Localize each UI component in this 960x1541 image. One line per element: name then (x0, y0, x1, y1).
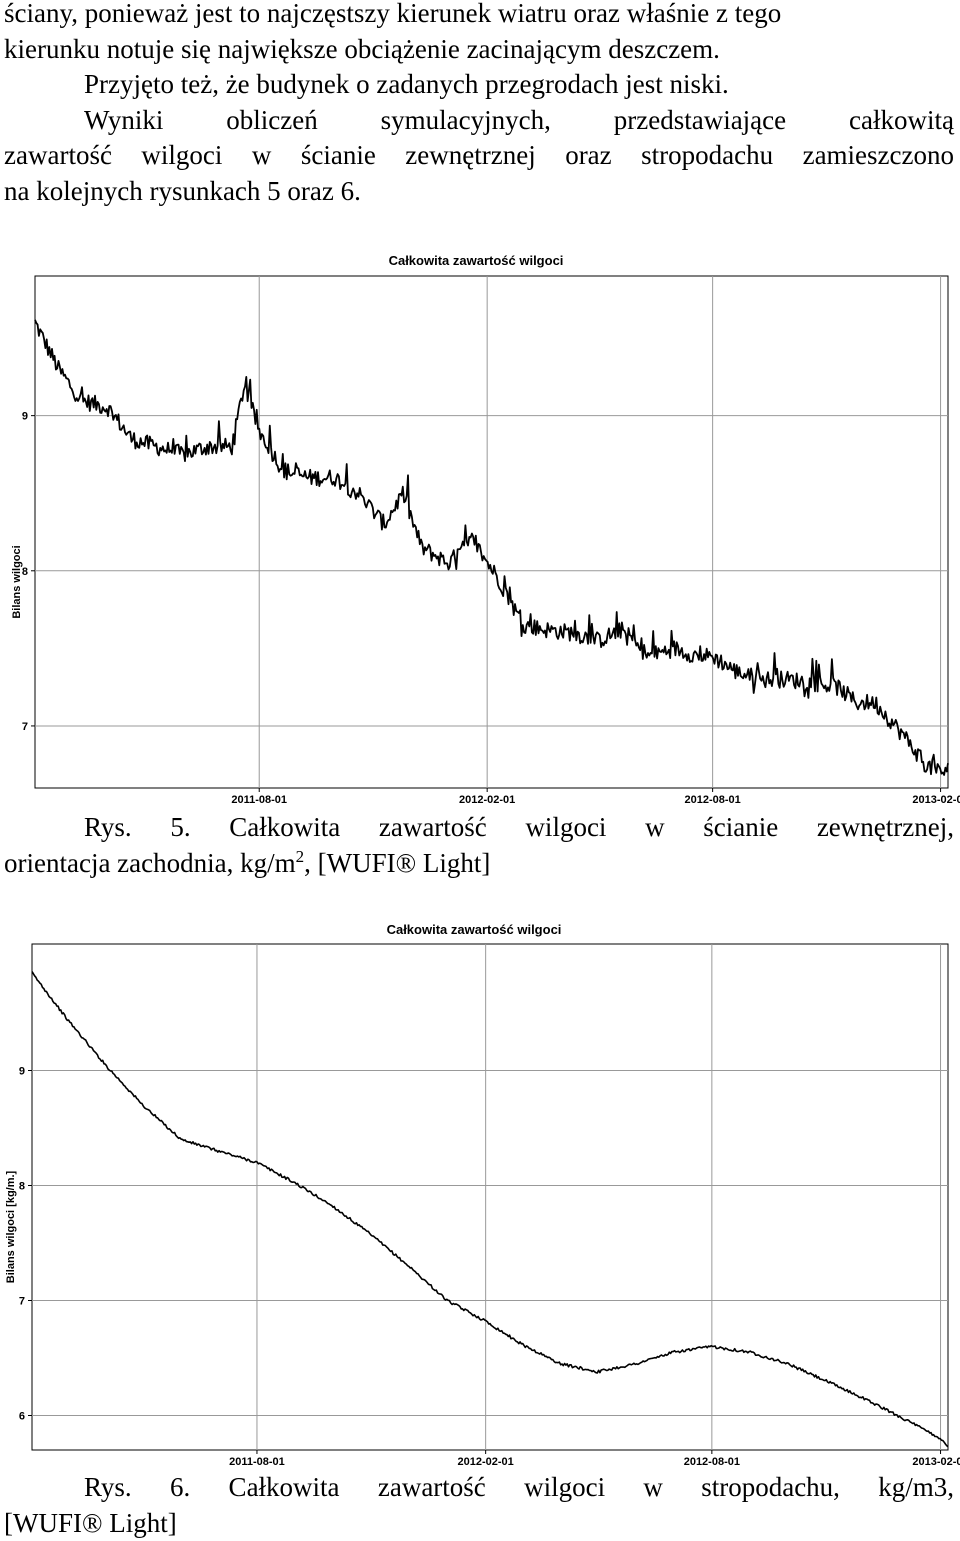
x-tick-label: 2012-08-01 (684, 794, 740, 806)
y-tick-label: 8 (19, 1181, 25, 1193)
caption-line: Rys. 6. Całkowita zawartość wilgoci w st… (84, 1472, 954, 1502)
caption-line: Rys. 5. Całkowita zawartość wilgoci w śc… (84, 812, 954, 842)
chart-svg: Całkowita zawartość wilgoci 2011-08-01 201… (5, 922, 960, 1468)
y-tick-label: 7 (22, 721, 28, 733)
x-tick-label: 2011-08-01 (229, 1456, 285, 1468)
x-tick-label: 2013-02-01 (912, 1456, 960, 1468)
series-line (34, 319, 949, 776)
chart-svg: Całkowita zawartość wilgoci 2011-08-01 201… (11, 253, 960, 806)
plot-area (31, 943, 949, 1451)
series-line (31, 971, 949, 1448)
caption-text: orientacja zachodnia, kg/m (4, 847, 296, 878)
caption-superscript: 2 (295, 846, 305, 866)
caption-text: , [WUFI® Light] (304, 847, 491, 878)
figure-6-caption: Rys. 6. Całkowita zawartość wilgoci w st… (4, 1470, 954, 1541)
paragraph-line: zawartość wilgoci w ścianie zewnętrznej … (4, 140, 954, 171)
caption-line: orientacja zachodnia, kg/m2, [WUFI® Ligh… (4, 846, 954, 882)
figure-5-chart: Całkowita zawartość wilgoci 2011-08-01 201… (0, 240, 960, 810)
y-tick-label: 9 (19, 1066, 25, 1078)
chart-title: Całkowita zawartość wilgoci (389, 253, 564, 268)
plot-area (34, 275, 949, 789)
y-tick-label: 6 (19, 1411, 25, 1423)
paragraph-line: kierunku notuje się największe obciążeni… (4, 33, 720, 64)
paragraph-line: Wyniki obliczeń symulacyjnych, przedstaw… (84, 104, 954, 135)
x-tick-label: 2012-02-01 (459, 794, 515, 806)
y-axis-label: Bilans wilgoci [kg/m.] (5, 1170, 17, 1283)
paragraph-line: Przyjęto też, że budynek o zadanych prze… (84, 69, 729, 100)
chart-title: Całkowita zawartość wilgoci (387, 922, 562, 937)
figure-6-chart: Całkowita zawartość wilgoci 2011-08-01 201… (0, 908, 960, 1470)
x-tick-label: 2011-08-01 (231, 794, 287, 806)
y-axis-label: Bilans wilgoci (11, 545, 23, 618)
figure-5-caption: Rys. 5. Całkowita zawartość wilgoci w śc… (4, 810, 954, 881)
x-tick-label: 2012-08-01 (684, 1456, 740, 1468)
intro-paragraphs: ściany, ponieważ jest to najczęstszy kie… (4, 0, 954, 210)
y-tick-label: 7 (19, 1296, 25, 1308)
y-tick-label: 9 (22, 411, 28, 423)
y-tick-label: 8 (22, 566, 28, 578)
paragraph-line: ściany, ponieważ jest to najczęstszy kie… (4, 0, 782, 28)
paragraph-line: na kolejnych rysunkach 5 oraz 6. (4, 175, 361, 206)
caption-line: [WUFI® Light] (4, 1507, 177, 1538)
x-tick-label: 2013-02-01 (912, 794, 960, 806)
x-tick-label: 2012-02-01 (458, 1456, 514, 1468)
